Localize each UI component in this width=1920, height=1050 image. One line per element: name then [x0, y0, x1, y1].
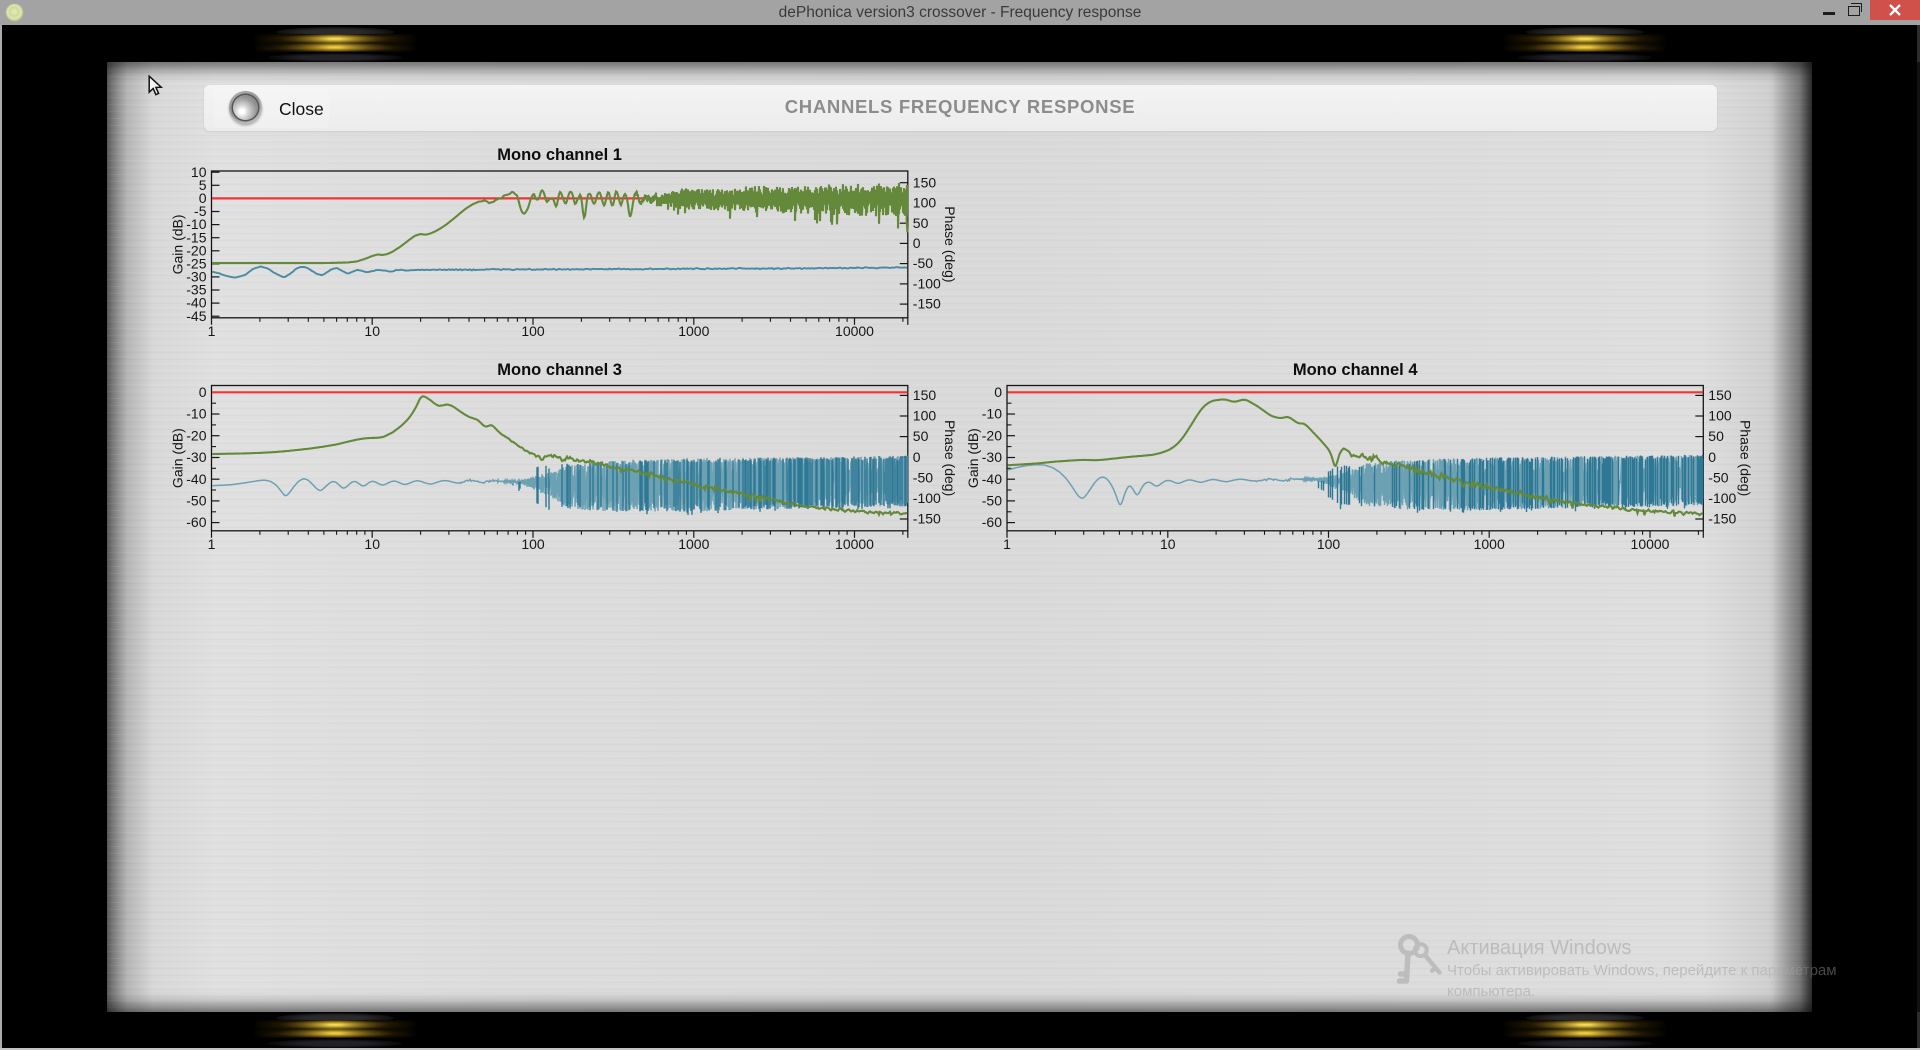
svg-text:10: 10: [191, 164, 207, 180]
svg-text:-40: -40: [982, 471, 1002, 487]
svg-text:Phase (deg): Phase (deg): [942, 206, 958, 282]
svg-text:0: 0: [994, 384, 1002, 400]
svg-text:100: 100: [913, 195, 937, 211]
svg-text:-5: -5: [194, 203, 207, 219]
svg-text:-25: -25: [186, 256, 206, 272]
svg-text:-40: -40: [186, 295, 206, 311]
svg-text:1000: 1000: [1474, 536, 1505, 552]
svg-text:10000: 10000: [835, 536, 874, 552]
svg-text:1000: 1000: [678, 536, 709, 552]
svg-text:10000: 10000: [1631, 536, 1670, 552]
svg-text:Mono channel 4: Mono channel 4: [1293, 361, 1419, 379]
svg-text:Gain (dB): Gain (dB): [170, 428, 186, 488]
svg-text:1: 1: [208, 536, 216, 552]
svg-text:10: 10: [364, 323, 380, 339]
svg-text:1: 1: [208, 323, 216, 339]
svg-text:150: 150: [913, 387, 937, 403]
svg-text:50: 50: [1708, 428, 1724, 444]
svg-text:-50: -50: [186, 493, 206, 509]
svg-text:Gain (dB): Gain (dB): [170, 214, 186, 274]
svg-text:50: 50: [913, 215, 929, 231]
svg-text:10: 10: [364, 536, 380, 552]
svg-text:Phase (deg): Phase (deg): [1737, 420, 1753, 496]
svg-text:-30: -30: [982, 449, 1002, 465]
svg-text:Phase (deg): Phase (deg): [942, 420, 958, 496]
svg-text:150: 150: [913, 174, 937, 190]
svg-text:-35: -35: [186, 282, 206, 298]
svg-text:150: 150: [1708, 387, 1732, 403]
svg-text:-20: -20: [982, 427, 1002, 443]
svg-text:-10: -10: [982, 406, 1002, 422]
svg-text:-100: -100: [913, 490, 941, 506]
svg-text:0: 0: [199, 190, 207, 206]
svg-text:-100: -100: [1708, 490, 1736, 506]
svg-text:100: 100: [521, 536, 545, 552]
svg-text:Mono channel 1: Mono channel 1: [497, 146, 622, 164]
svg-text:Gain (dB): Gain (dB): [965, 428, 981, 488]
svg-text:0: 0: [199, 384, 207, 400]
svg-text:100: 100: [913, 408, 937, 424]
svg-text:10: 10: [1160, 536, 1176, 552]
svg-text:-30: -30: [186, 449, 206, 465]
svg-text:-10: -10: [186, 216, 206, 232]
svg-text:-40: -40: [186, 471, 206, 487]
svg-text:-10: -10: [186, 406, 206, 422]
svg-text:0: 0: [1708, 449, 1716, 465]
svg-text:-150: -150: [1708, 511, 1736, 527]
svg-text:Mono channel 3: Mono channel 3: [497, 361, 622, 379]
svg-text:1: 1: [1003, 536, 1011, 552]
svg-text:100: 100: [1317, 536, 1341, 552]
svg-text:-20: -20: [186, 427, 206, 443]
svg-text:-100: -100: [913, 276, 941, 292]
svg-text:-50: -50: [982, 493, 1002, 509]
svg-text:100: 100: [521, 323, 545, 339]
svg-text:-50: -50: [1708, 469, 1728, 485]
svg-text:-20: -20: [186, 242, 206, 258]
svg-text:1000: 1000: [678, 323, 709, 339]
svg-text:-150: -150: [913, 296, 941, 312]
svg-text:-60: -60: [982, 514, 1002, 530]
svg-text:-150: -150: [913, 511, 941, 527]
svg-text:10000: 10000: [835, 323, 874, 339]
svg-text:5: 5: [199, 177, 207, 193]
svg-text:-50: -50: [913, 469, 933, 485]
svg-text:-50: -50: [913, 255, 933, 271]
svg-text:50: 50: [913, 428, 929, 444]
svg-text:-60: -60: [186, 514, 206, 530]
svg-text:-30: -30: [186, 269, 206, 285]
svg-text:-45: -45: [186, 308, 206, 324]
svg-text:0: 0: [913, 235, 921, 251]
svg-text:-15: -15: [186, 229, 206, 245]
svg-text:0: 0: [913, 449, 921, 465]
svg-text:100: 100: [1708, 408, 1732, 424]
